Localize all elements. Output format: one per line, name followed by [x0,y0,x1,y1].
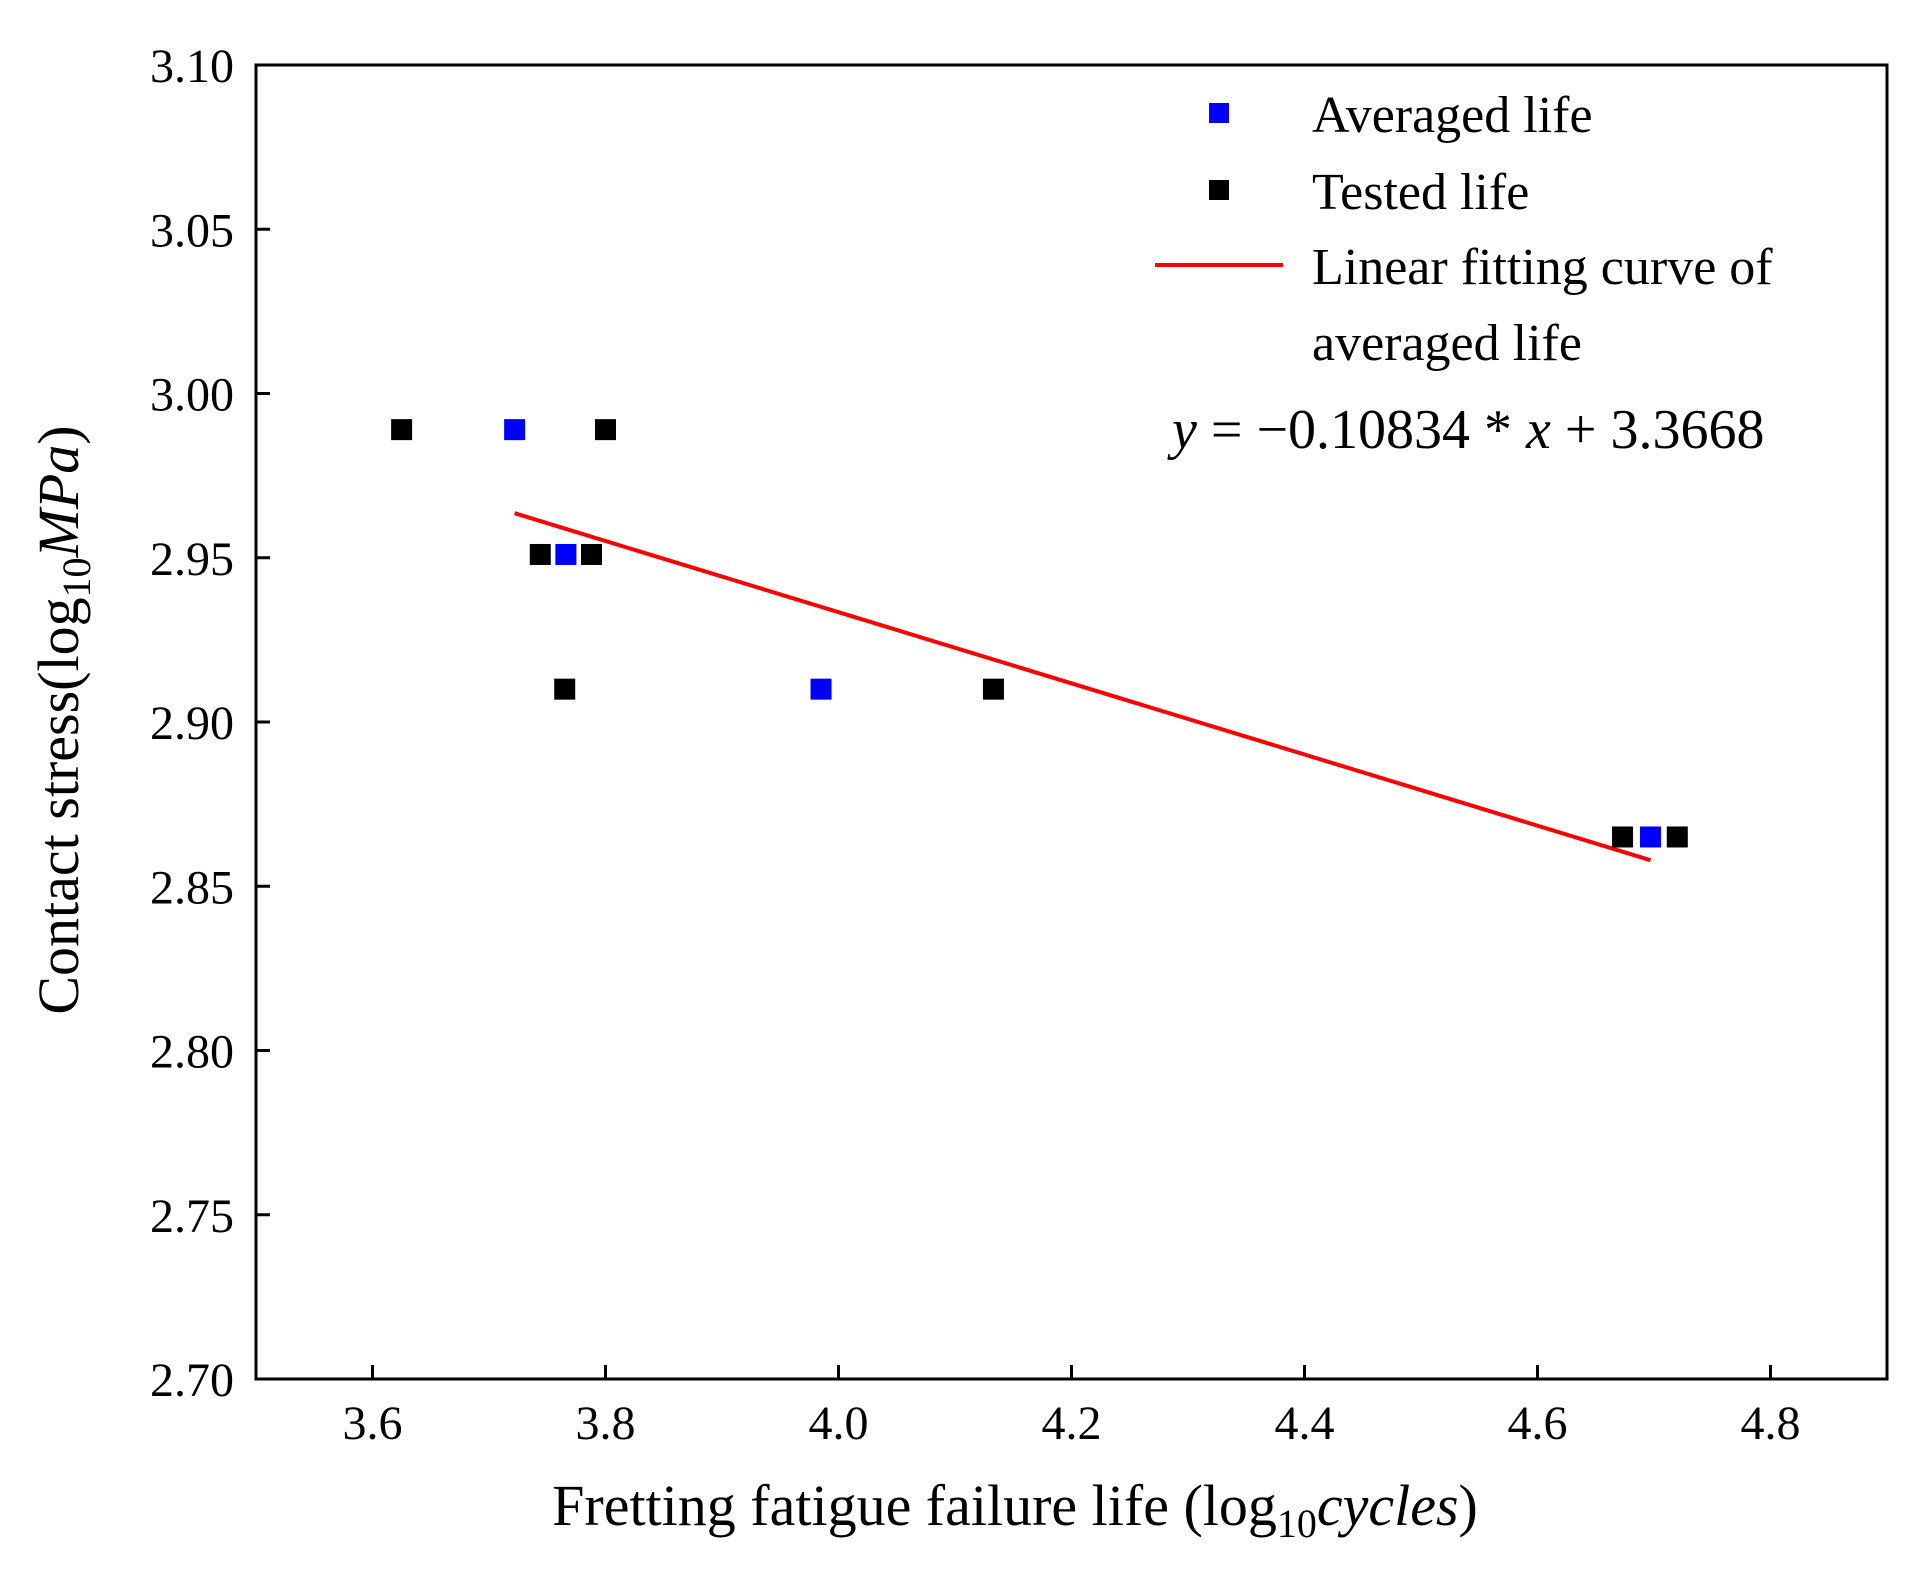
y-tick-label: 3.00 [150,369,234,422]
fit-equation: y = −0.10834 * x + 3.3668 [1167,399,1764,461]
tested-life-point [391,419,413,441]
averaged-life-point [810,678,832,700]
x-axis-label: Fretting fatigue failure life (log10cycl… [552,1473,1478,1546]
legend-label-averaged: Averaged life [1312,87,1593,144]
data-points [391,419,1688,848]
y-tick-label: 2.75 [150,1190,234,1243]
legend-label-fit-line2: averaged life [1312,315,1582,372]
y-tick-label: 3.05 [150,204,234,257]
y-tick-label: 2.85 [150,861,234,914]
y-tick-label: 2.70 [150,1354,234,1407]
legend: Averaged life Tested life Linear fitting… [1155,87,1773,372]
tested-life-point [595,419,616,441]
y-tick-label: 2.95 [150,533,234,586]
x-tick-label: 4.6 [1508,1397,1568,1450]
tested-life-point [554,678,576,700]
averaged-life-point [504,419,526,441]
y-axis-ticks: 2.70 2.75 2.80 2.85 2.90 2.95 3.00 3.05 3.10 [150,40,270,1407]
legend-marker-averaged [1209,103,1229,123]
averaged-life-point [1640,826,1662,848]
legend-label-tested: Tested life [1312,164,1529,221]
tested-life-point [1612,826,1634,848]
y-tick-label: 2.80 [150,1026,234,1079]
x-tick-label: 3.8 [576,1397,636,1450]
fit-line [514,511,1652,863]
y-axis-label: Contact stress(log10MPa) [26,425,99,1014]
tested-life-point [1666,826,1688,848]
tested-life-point [581,543,603,565]
y-tick-label: 2.90 [150,697,234,750]
x-tick-label: 4.2 [1042,1397,1102,1450]
x-tick-label: 3.6 [343,1397,403,1450]
x-tick-label: 4.8 [1741,1397,1801,1450]
x-tick-label: 4.4 [1275,1397,1335,1450]
tested-life-point [529,543,551,565]
x-axis-ticks: 3.6 3.8 4.0 4.2 4.4 4.6 4.8 [343,1365,1801,1450]
averaged-life-point [555,543,577,565]
tested-life-point [982,678,1004,700]
legend-label-fit-line1: Linear fitting curve of [1312,239,1773,296]
legend-marker-tested [1209,180,1229,200]
y-tick-label: 3.10 [150,40,234,93]
x-tick-label: 4.0 [809,1397,869,1450]
